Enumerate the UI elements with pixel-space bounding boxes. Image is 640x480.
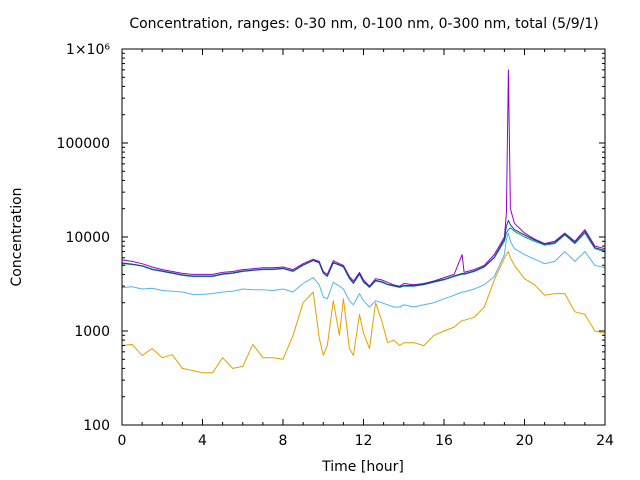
plot-frame [121,48,606,426]
x-tick-label: 24 [596,433,614,449]
plot-series [121,69,606,374]
x-tick-label: 8 [279,433,288,449]
series-line-1 [121,69,606,287]
y-tick-label: 1×10⁶ [66,42,110,58]
y-tick-label: 100 [83,418,110,434]
series-line-5 [121,251,606,374]
y-tick-label: 1000 [74,324,110,340]
y-axis-label: Concentration [9,187,25,286]
x-tick-label: 20 [516,433,534,449]
x-axis-label: Time [hour] [321,459,404,475]
y-axis: 100 1000 10000 100000 1×10⁶ [57,42,605,434]
series-line-3 [121,219,606,288]
x-tick-label: 0 [118,433,127,449]
chart-title: Concentration, ranges: 0-30 nm, 0-100 nm… [129,16,598,32]
y-tick-label: 10000 [65,230,110,246]
x-tick-label: 4 [198,433,207,449]
x-tick-label: 16 [435,433,453,449]
y-tick-label: 100000 [57,136,110,152]
x-axis: 0 4 8 12 16 20 24 [118,49,614,449]
series-line-2 [121,227,606,288]
x-tick-label: 12 [355,433,373,449]
series-line-4 [121,232,606,308]
